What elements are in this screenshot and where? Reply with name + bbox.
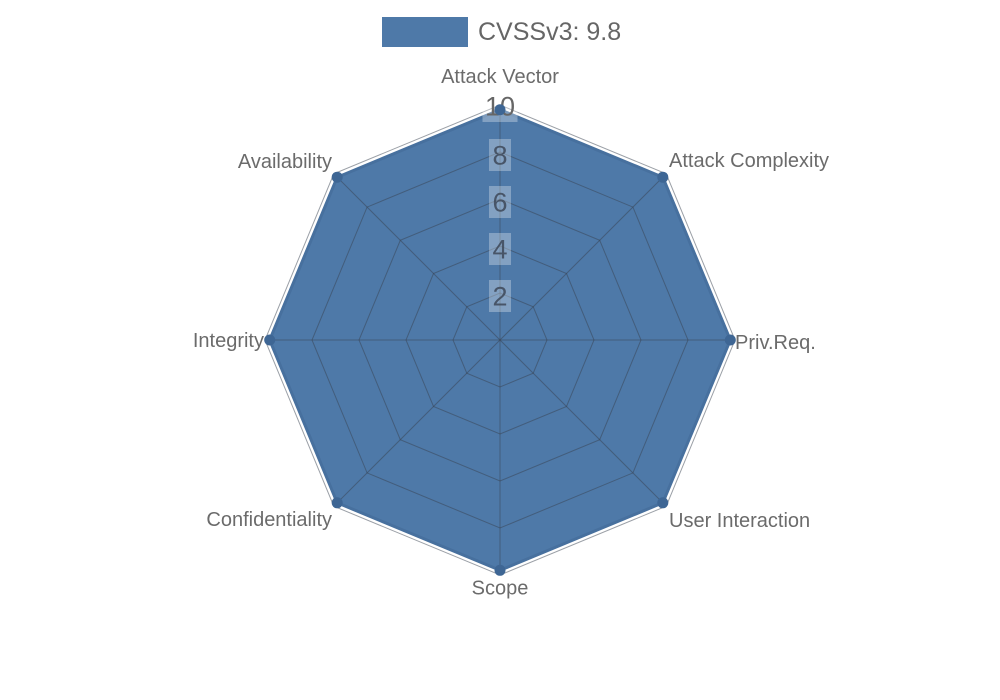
grid-spoke [333, 339, 501, 507]
data-point-5[interactable] [331, 497, 343, 509]
data-point-0[interactable] [494, 104, 506, 116]
axis-label-user-interaction: User Interaction [669, 510, 810, 532]
data-point-6[interactable] [264, 334, 276, 346]
legend-swatch [382, 17, 468, 47]
grid-spoke [333, 173, 501, 341]
axis-label-attack-vector: Attack Vector [441, 66, 559, 88]
axis-label-scope: Scope [472, 578, 529, 600]
legend[interactable]: CVSSv3: 9.8 [382, 17, 621, 47]
tick-backdrop-6 [489, 186, 511, 218]
data-point-3[interactable] [657, 497, 669, 509]
grid-spoke [499, 173, 667, 341]
tick-backdrop-2 [489, 280, 511, 312]
tick-label-4: 4 [492, 234, 507, 264]
axis-label-attack-complexity: Attack Complexity [669, 150, 829, 172]
legend-label: CVSSv3: 9.8 [478, 17, 622, 46]
axis-label-integrity: Integrity [193, 330, 264, 352]
tick-label-2: 2 [492, 281, 507, 311]
tick-backdrop-8 [489, 139, 511, 171]
tick-label-6: 6 [492, 187, 507, 217]
data-point-1[interactable] [657, 171, 669, 183]
data-point-2[interactable] [724, 334, 736, 346]
axis-label-confidentiality: Confidentiality [206, 509, 332, 531]
tick-label-8: 8 [492, 140, 507, 170]
axis-label-availability: Availability [238, 151, 332, 173]
grid-spoke [499, 339, 667, 507]
data-point-7[interactable] [331, 171, 343, 183]
data-point-4[interactable] [494, 564, 506, 576]
tick-backdrop-4 [489, 233, 511, 265]
axis-label-priv-req: Priv.Req. [735, 332, 816, 354]
